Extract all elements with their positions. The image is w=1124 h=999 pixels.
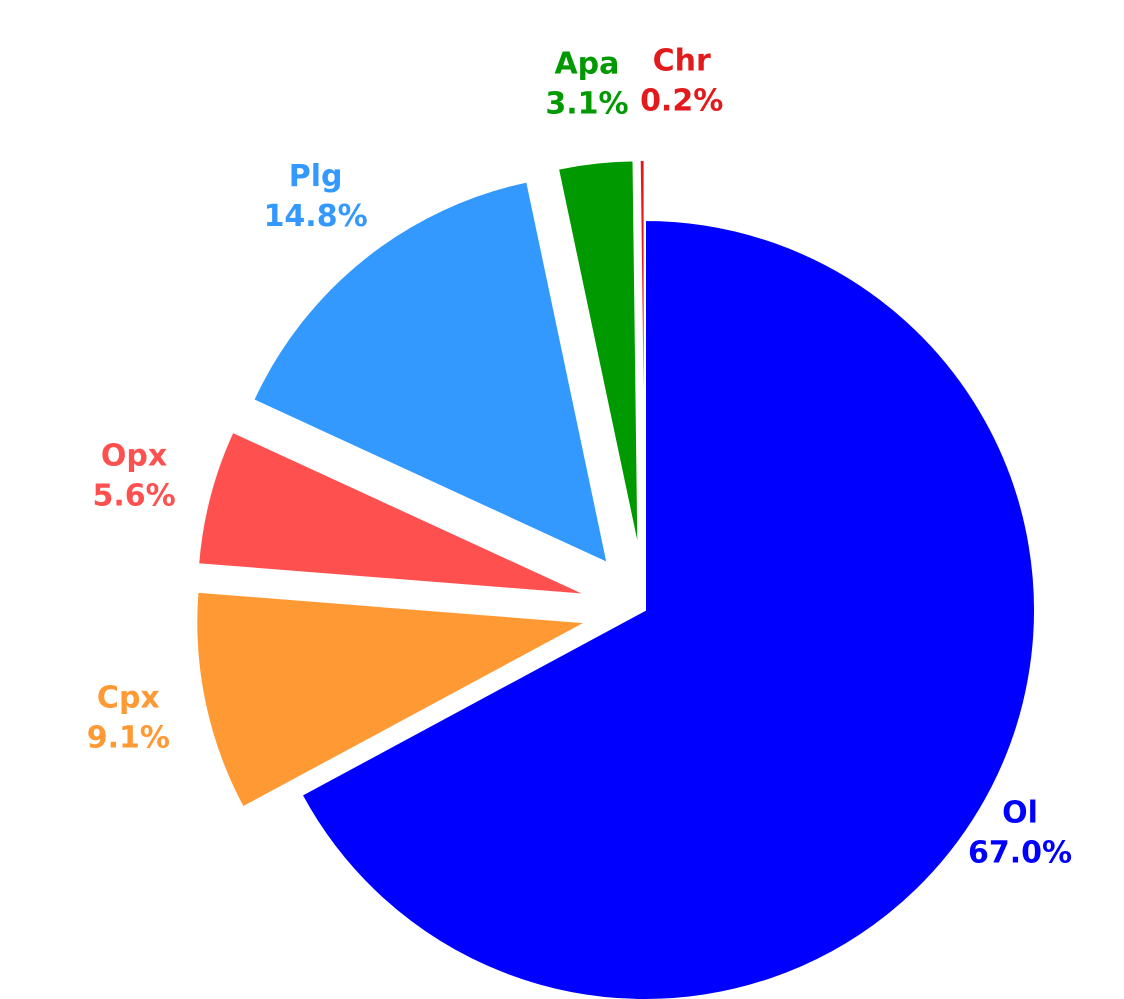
- pie-slice: [300, 218, 1036, 999]
- pie-slice: [556, 159, 640, 551]
- slice-name: Chr: [653, 44, 711, 79]
- pie-slice: [195, 590, 590, 809]
- slice-name: Opx: [101, 438, 167, 473]
- slice-label: 67.0%: [968, 835, 1072, 870]
- slice-name: Apa: [554, 47, 619, 82]
- pie-slice: [197, 430, 588, 596]
- slice-name: Ol: [1002, 795, 1038, 830]
- slice-label: 5.6%: [92, 478, 175, 513]
- slice-label: 14.8%: [264, 199, 368, 234]
- slice-name: Plg: [289, 159, 343, 194]
- slice-label: 3.1%: [545, 87, 628, 122]
- slice-name: Cpx: [97, 680, 160, 715]
- pie-slice: [251, 180, 609, 565]
- slice-label: 0.2%: [640, 84, 723, 119]
- slice-label: 9.1%: [87, 720, 170, 755]
- pie-slice: [638, 159, 646, 551]
